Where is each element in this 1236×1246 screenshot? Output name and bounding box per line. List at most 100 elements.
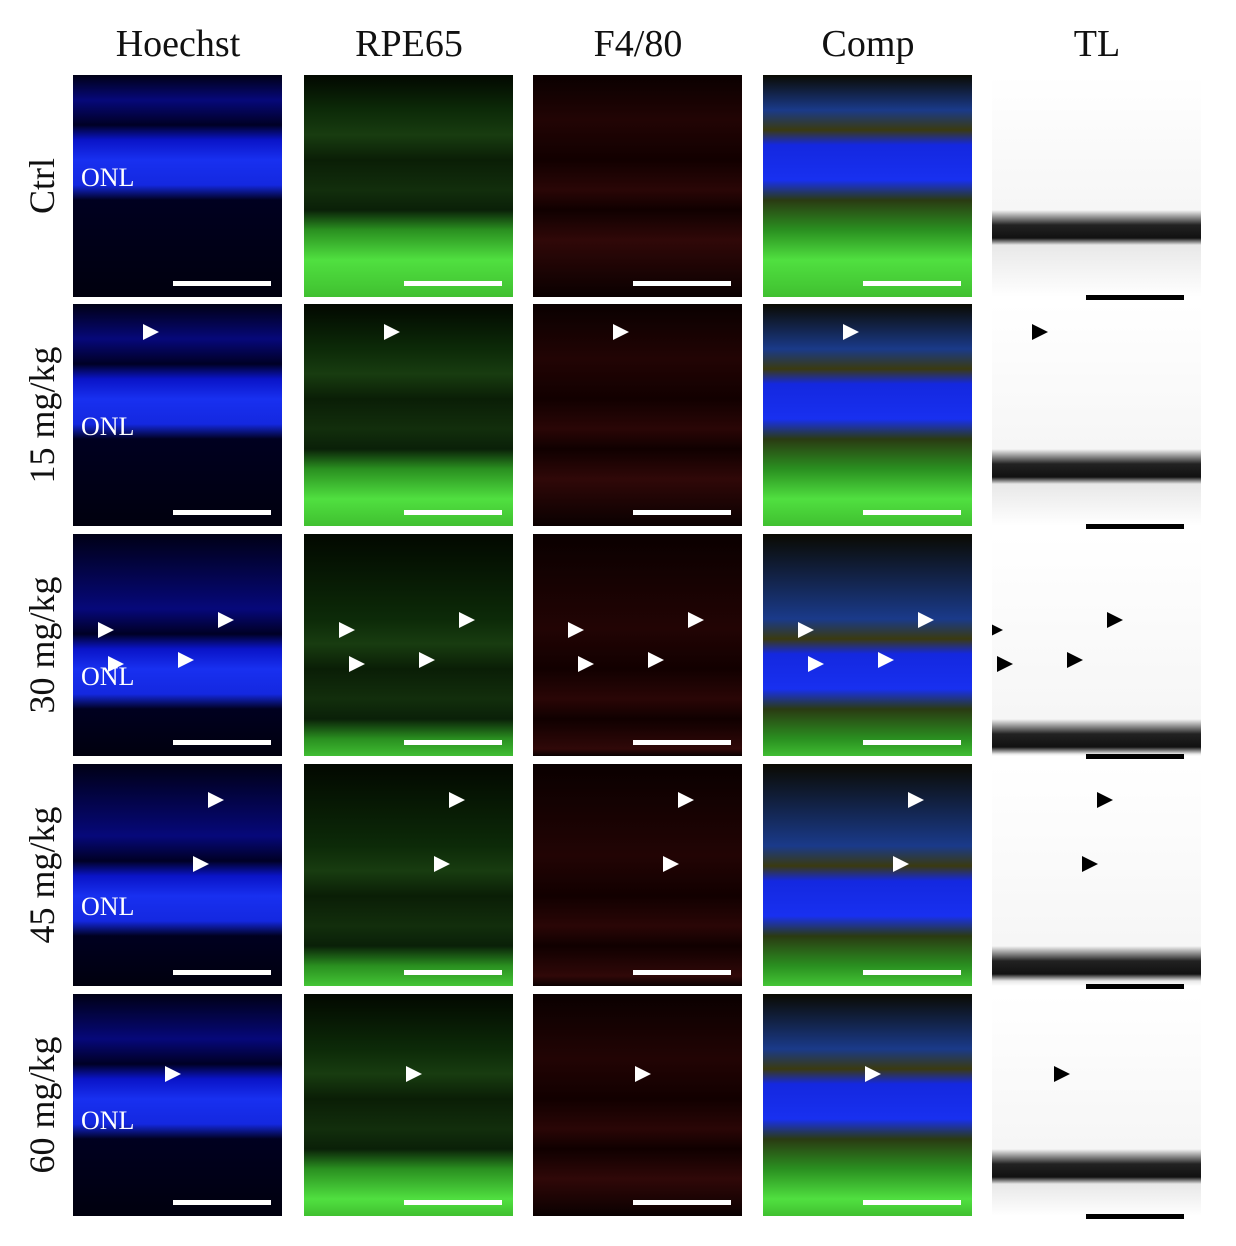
micrograph-tl bbox=[992, 534, 1201, 756]
micrograph-hoechst: ONL bbox=[73, 75, 282, 297]
scale-bar bbox=[404, 1200, 502, 1205]
arrowhead-icon bbox=[798, 622, 814, 638]
row-label: 60 mg/kg bbox=[22, 1036, 62, 1174]
micrograph-f480 bbox=[533, 764, 742, 986]
micrograph-f480 bbox=[533, 304, 742, 526]
micrograph-comp bbox=[763, 75, 972, 297]
arrowhead-icon bbox=[578, 656, 594, 672]
micrograph-tl bbox=[992, 304, 1201, 526]
micrograph-rpe65 bbox=[304, 534, 513, 756]
scale-bar bbox=[633, 1200, 731, 1205]
row-header: 45 mg/kg bbox=[0, 764, 84, 986]
scale-bar bbox=[633, 281, 731, 286]
scale-bar bbox=[1086, 984, 1184, 989]
arrowhead-icon bbox=[1054, 1066, 1070, 1082]
micrograph-comp bbox=[763, 534, 972, 756]
scale-bar bbox=[404, 740, 502, 745]
arrowhead-icon bbox=[635, 1066, 651, 1082]
arrowhead-icon bbox=[108, 656, 124, 672]
arrowhead-icon bbox=[1067, 652, 1083, 668]
arrowhead-icon bbox=[193, 856, 209, 872]
scale-bar bbox=[173, 281, 271, 286]
arrowhead-icon bbox=[568, 622, 584, 638]
column-header-rpe65: RPE65 bbox=[355, 23, 463, 65]
row-label: 15 mg/kg bbox=[22, 346, 62, 484]
arrowhead-icon bbox=[648, 652, 664, 668]
scale-bar bbox=[633, 740, 731, 745]
micrograph-comp bbox=[763, 304, 972, 526]
row-header: 30 mg/kg bbox=[0, 534, 84, 756]
arrowhead-icon bbox=[613, 324, 629, 340]
onl-layer-label: ONL bbox=[81, 892, 135, 921]
row-header: 15 mg/kg bbox=[0, 304, 84, 526]
arrowhead-icon bbox=[98, 622, 114, 638]
arrowhead-icon bbox=[434, 856, 450, 872]
row-header: 60 mg/kg bbox=[0, 994, 84, 1216]
scale-bar bbox=[1086, 1214, 1184, 1219]
row-label: 30 mg/kg bbox=[22, 576, 62, 714]
arrowhead-icon bbox=[165, 1066, 181, 1082]
arrowhead-icon bbox=[218, 612, 234, 628]
arrowhead-icon bbox=[143, 324, 159, 340]
arrowhead-icon bbox=[893, 856, 909, 872]
arrowhead-icon bbox=[808, 656, 824, 672]
arrowhead-icon bbox=[1032, 324, 1048, 340]
arrowhead-icon bbox=[843, 324, 859, 340]
arrowhead-icon bbox=[992, 622, 1003, 638]
scale-bar bbox=[173, 970, 271, 975]
arrowhead-icon bbox=[688, 612, 704, 628]
onl-layer-label: ONL bbox=[81, 412, 135, 441]
onl-layer-label: ONL bbox=[81, 662, 135, 691]
arrowhead-icon bbox=[449, 792, 465, 808]
micrograph-comp bbox=[763, 764, 972, 986]
arrowhead-icon bbox=[178, 652, 194, 668]
scale-bar bbox=[863, 1200, 961, 1205]
arrowhead-icon bbox=[865, 1066, 881, 1082]
arrowhead-icon bbox=[1097, 792, 1113, 808]
scale-bar bbox=[173, 510, 271, 515]
arrowhead-icon bbox=[678, 792, 694, 808]
scale-bar bbox=[1086, 754, 1184, 759]
micrograph-rpe65 bbox=[304, 994, 513, 1216]
micrograph-f480 bbox=[533, 994, 742, 1216]
scale-bar bbox=[633, 970, 731, 975]
arrowhead-icon bbox=[349, 656, 365, 672]
micrograph-f480 bbox=[533, 534, 742, 756]
row-header: Ctrl bbox=[0, 75, 84, 297]
micrograph-hoechst: ONL bbox=[73, 534, 282, 756]
micrograph-rpe65 bbox=[304, 75, 513, 297]
scale-bar bbox=[1086, 295, 1184, 300]
arrowhead-icon bbox=[339, 622, 355, 638]
arrowhead-icon bbox=[384, 324, 400, 340]
scale-bar bbox=[1086, 524, 1184, 529]
micrograph-rpe65 bbox=[304, 764, 513, 986]
micrograph-tl bbox=[992, 994, 1201, 1216]
arrowhead-icon bbox=[918, 612, 934, 628]
onl-layer-label: ONL bbox=[81, 163, 135, 192]
arrowhead-icon bbox=[1082, 856, 1098, 872]
row-label: 45 mg/kg bbox=[22, 806, 62, 944]
scale-bar bbox=[633, 510, 731, 515]
scale-bar bbox=[863, 281, 961, 286]
column-header-tl: TL bbox=[1073, 23, 1121, 65]
scale-bar bbox=[404, 510, 502, 515]
scale-bar bbox=[173, 740, 271, 745]
arrowhead-icon bbox=[406, 1066, 422, 1082]
arrowhead-icon bbox=[459, 612, 475, 628]
arrowhead-icon bbox=[663, 856, 679, 872]
micrograph-hoechst: ONL bbox=[73, 764, 282, 986]
arrowhead-icon bbox=[208, 792, 224, 808]
scale-bar bbox=[404, 970, 502, 975]
micrograph-hoechst: ONL bbox=[73, 994, 282, 1216]
arrowhead-icon bbox=[908, 792, 924, 808]
scale-bar bbox=[863, 970, 961, 975]
micrograph-tl bbox=[992, 764, 1201, 986]
micrograph-f480 bbox=[533, 75, 742, 297]
arrowhead-icon bbox=[1107, 612, 1123, 628]
micrograph-tl bbox=[992, 75, 1201, 297]
scale-bar bbox=[863, 740, 961, 745]
arrowhead-icon bbox=[419, 652, 435, 668]
scale-bar bbox=[404, 281, 502, 286]
column-header-comp: Comp bbox=[821, 23, 915, 65]
micrograph-rpe65 bbox=[304, 304, 513, 526]
